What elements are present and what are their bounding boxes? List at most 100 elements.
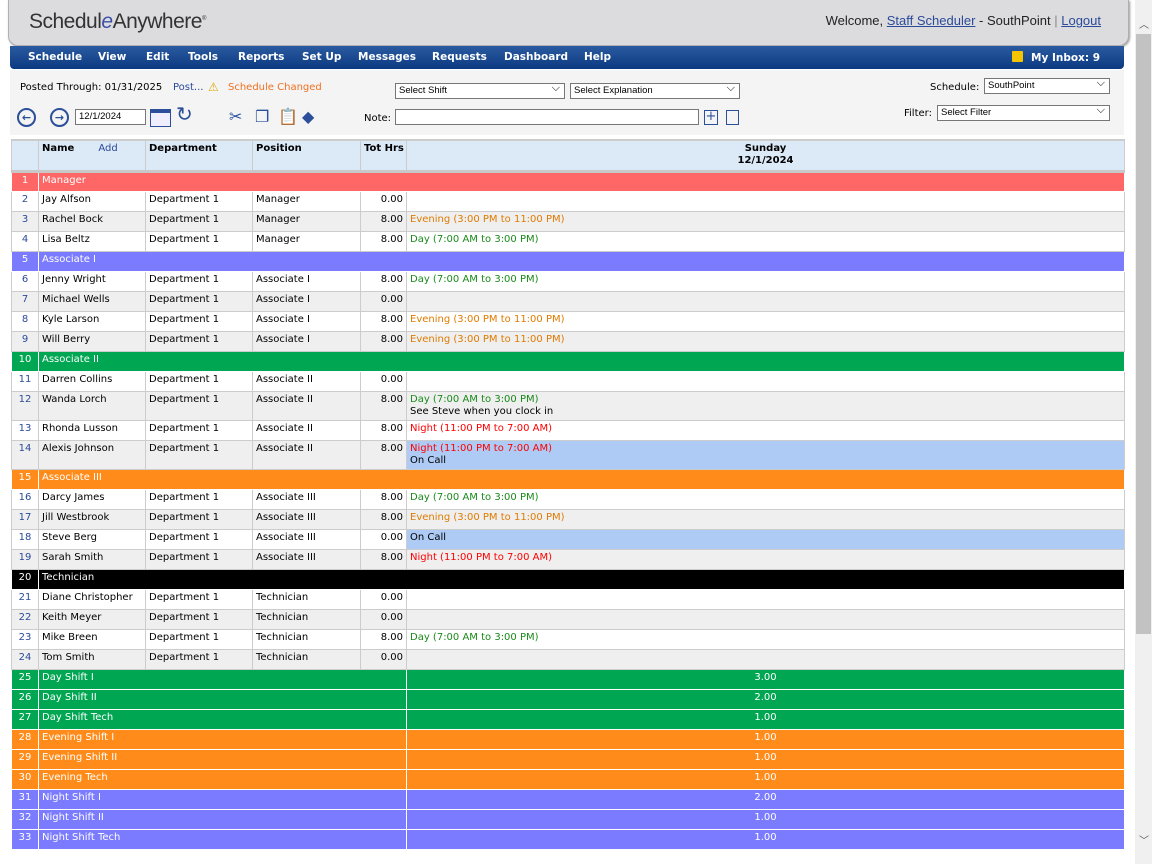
employee-name[interactable]: Rachel Bock (38, 211, 146, 232)
employee-name[interactable]: Wanda Lorch (38, 391, 146, 421)
shift-cell[interactable]: On Call (406, 529, 1125, 550)
next-icon[interactable]: → (50, 108, 69, 127)
employee-name[interactable]: Jay Alfson (38, 191, 146, 212)
menu-tools[interactable]: Tools (188, 51, 219, 63)
employee-name[interactable]: Sarah Smith (38, 549, 146, 570)
explanation-select[interactable]: Select Explanation (570, 82, 740, 99)
menu-requests[interactable]: Requests (432, 51, 487, 63)
group-row[interactable]: 15 Associate III (11, 469, 1125, 490)
schedule-select[interactable]: SouthPoint (984, 77, 1110, 94)
menu-edit[interactable]: Edit (146, 51, 170, 63)
header-position[interactable]: Position (252, 140, 361, 173)
table-row[interactable]: 23 Mike Breen Department 1 Technician 8.00 Da… (11, 629, 1125, 650)
header-hours[interactable]: Tot Hrs (360, 140, 407, 173)
menu-view[interactable]: View (98, 51, 127, 63)
vertical-scrollbar[interactable]: ︿ ﹀ (1135, 0, 1152, 864)
shift-cell[interactable] (406, 371, 1125, 392)
shift-cell[interactable]: Day (7:00 AM to 3:00 PM) (406, 271, 1125, 292)
menu-schedule[interactable]: Schedule (28, 51, 83, 63)
table-row[interactable]: 19 Sarah Smith Department 1 Associate III 8.… (11, 549, 1125, 570)
menu-setup[interactable]: Set Up (302, 51, 342, 63)
employee-name[interactable]: Keith Meyer (38, 609, 146, 630)
scroll-up-icon[interactable]: ︿ (1139, 20, 1149, 31)
menu-messages[interactable]: Messages (358, 51, 417, 63)
shift-cell[interactable]: Night (11:00 PM to 7:00 AM) (406, 549, 1125, 570)
add-note-icon[interactable]: + (704, 109, 718, 125)
employee-name[interactable]: Lisa Beltz (38, 231, 146, 252)
note-document-icon[interactable] (726, 110, 739, 125)
group-row[interactable]: 10 Associate II (11, 351, 1125, 372)
employee-name[interactable]: Darcy James (38, 489, 146, 510)
group-row[interactable]: 1 Manager (11, 171, 1125, 192)
shift-cell[interactable]: Day (7:00 AM to 3:00 PM) (406, 231, 1125, 252)
employee-name[interactable]: Will Berry (38, 331, 146, 352)
scroll-down-icon[interactable]: ﹀ (1139, 836, 1149, 847)
note-input[interactable] (395, 109, 699, 125)
shift-cell[interactable]: Day (7:00 AM to 3:00 PM) (406, 489, 1125, 510)
employee-name[interactable]: Rhonda Lusson (38, 420, 146, 441)
shift-cell[interactable]: Evening (3:00 PM to 11:00 PM) (406, 331, 1125, 352)
inbox-button[interactable]: My Inbox: 9 (1012, 51, 1100, 64)
shift-cell[interactable] (406, 609, 1125, 630)
shift-cell[interactable]: Evening (3:00 PM to 11:00 PM) (406, 211, 1125, 232)
shift-cell[interactable]: Night (11:00 PM to 7:00 AM) On Call (406, 440, 1125, 470)
shift-cell[interactable]: Day (7:00 AM to 3:00 PM) (406, 629, 1125, 650)
copy-icon[interactable]: ❐ (255, 107, 270, 126)
menu-help[interactable]: Help (584, 51, 612, 63)
table-row[interactable]: 13 Rhonda Lusson Department 1 Associate II 8… (11, 420, 1125, 441)
shift-cell[interactable]: Evening (3:00 PM to 11:00 PM) (406, 509, 1125, 530)
shift-select[interactable]: Select Shift (395, 82, 565, 99)
date-input[interactable]: 12/1/2024 (75, 109, 146, 125)
table-row[interactable]: 2 Jay Alfson Department 1 Manager 0.00 (11, 191, 1125, 212)
table-row[interactable]: 22 Keith Meyer Department 1 Technician 0.00 (11, 609, 1125, 630)
table-row[interactable]: 11 Darren Collins Department 1 Associate II… (11, 371, 1125, 392)
group-row[interactable]: 5 Associate I (11, 251, 1125, 272)
table-row[interactable]: 14 Alexis Johnson Department 1 Associate II… (11, 440, 1125, 470)
employee-name[interactable]: Tom Smith (38, 649, 146, 670)
shift-cell[interactable] (406, 649, 1125, 670)
eraser-icon[interactable]: ◆ (302, 107, 315, 126)
add-link[interactable]: Add (98, 143, 118, 154)
name-heading[interactable]: Name (42, 143, 75, 154)
employee-name[interactable]: Alexis Johnson (38, 440, 146, 470)
logout-link[interactable]: Logout (1061, 13, 1101, 28)
calendar-icon[interactable] (150, 109, 171, 127)
shift-cell[interactable] (406, 191, 1125, 212)
table-row[interactable]: 6 Jenny Wright Department 1 Associate I 8.00… (11, 271, 1125, 292)
shift-cell[interactable]: Evening (3:00 PM to 11:00 PM) (406, 311, 1125, 332)
table-row[interactable]: 16 Darcy James Department 1 Associate III 8.… (11, 489, 1125, 510)
table-row[interactable]: 12 Wanda Lorch Department 1 Associate II 8.0… (11, 391, 1125, 421)
table-row[interactable]: 18 Steve Berg Department 1 Associate III 0.0… (11, 529, 1125, 550)
employee-name[interactable]: Jill Westbrook (38, 509, 146, 530)
employee-name[interactable]: Michael Wells (38, 291, 146, 312)
table-row[interactable]: 21 Diane Christopher Department 1 Technicia… (11, 589, 1125, 610)
header-department[interactable]: Department (145, 140, 253, 173)
employee-name[interactable]: Darren Collins (38, 371, 146, 392)
menu-dashboard[interactable]: Dashboard (504, 51, 569, 63)
table-row[interactable]: 17 Jill Westbrook Department 1 Associate II… (11, 509, 1125, 530)
refresh-icon[interactable]: ↻ (176, 102, 193, 126)
table-row[interactable]: 3 Rachel Bock Department 1 Manager 8.00 Eveni… (11, 211, 1125, 232)
employee-name[interactable]: Diane Christopher (38, 589, 146, 610)
employee-name[interactable]: Mike Breen (38, 629, 146, 650)
employee-name[interactable]: Jenny Wright (38, 271, 146, 292)
employee-name[interactable]: Steve Berg (38, 529, 146, 550)
scrollbar-thumb[interactable] (1136, 34, 1151, 634)
table-row[interactable]: 7 Michael Wells Department 1 Associate I 0.0… (11, 291, 1125, 312)
employee-name[interactable]: Kyle Larson (38, 311, 146, 332)
shift-cell[interactable]: Night (11:00 PM to 7:00 AM) (406, 420, 1125, 441)
filter-select[interactable]: Select Filter (937, 104, 1110, 121)
paste-icon[interactable]: 📋 (278, 107, 298, 126)
shift-cell[interactable] (406, 291, 1125, 312)
user-link[interactable]: Staff Scheduler (886, 13, 976, 28)
table-row[interactable]: 9 Will Berry Department 1 Associate I 8.00 Ev… (11, 331, 1125, 352)
table-row[interactable]: 24 Tom Smith Department 1 Technician 0.00 (11, 649, 1125, 670)
group-row[interactable]: 20 Technician (11, 569, 1125, 590)
post-link[interactable]: Post... (173, 82, 204, 93)
shift-cell[interactable]: Day (7:00 AM to 3:00 PM) See Steve when y… (406, 391, 1125, 421)
table-row[interactable]: 8 Kyle Larson Department 1 Associate I 8.00 E… (11, 311, 1125, 332)
shift-cell[interactable] (406, 589, 1125, 610)
menu-reports[interactable]: Reports (238, 51, 285, 63)
table-row[interactable]: 4 Lisa Beltz Department 1 Manager 8.00 Day (7… (11, 231, 1125, 252)
cut-icon[interactable]: ✂ (229, 107, 243, 126)
